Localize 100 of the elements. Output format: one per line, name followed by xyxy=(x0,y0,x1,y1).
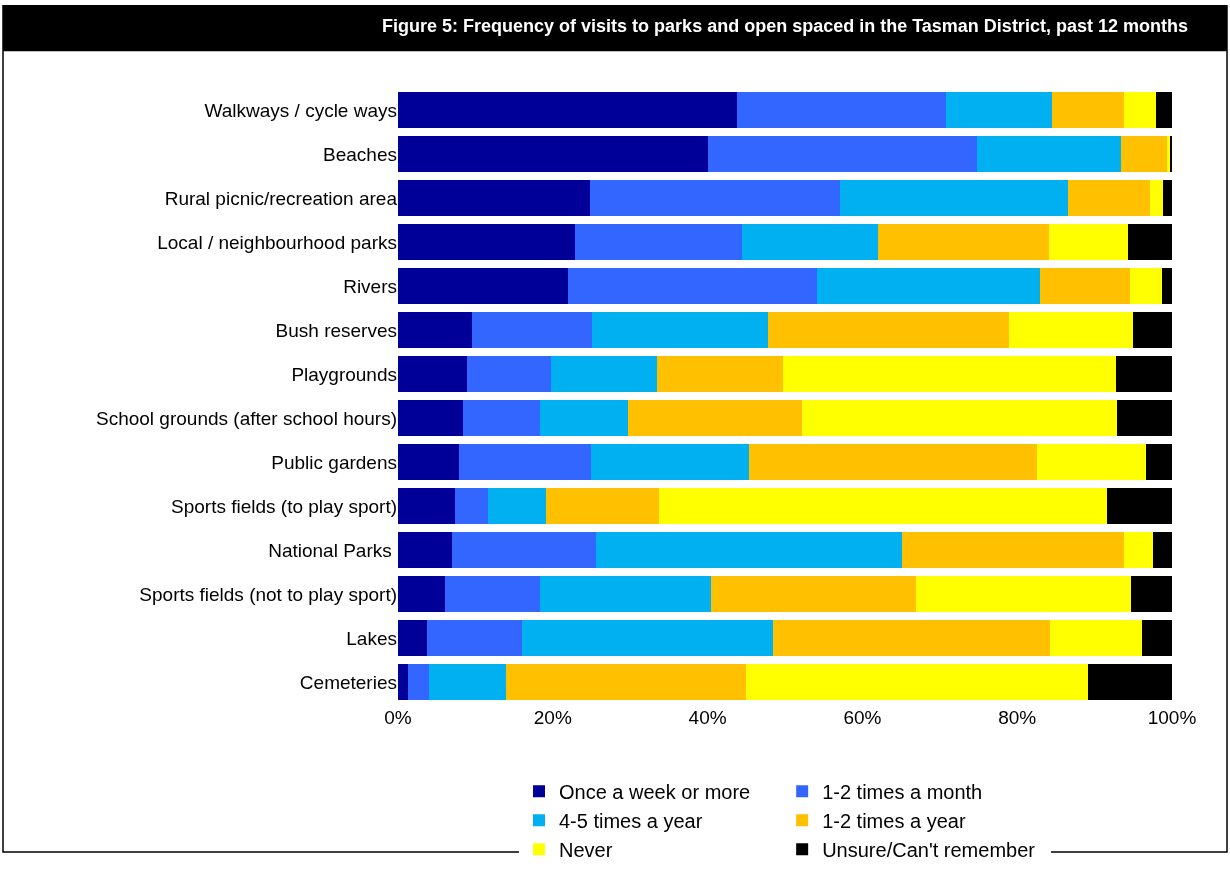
bar xyxy=(658,487,1107,525)
legend-label: 1-2 times a month xyxy=(822,780,983,803)
y-tick-label: Rivers xyxy=(343,275,397,297)
bar xyxy=(592,311,768,349)
bar xyxy=(589,179,840,217)
bar xyxy=(506,663,747,701)
bar xyxy=(1145,443,1172,481)
y-tick-label: Lakes xyxy=(346,627,397,649)
x-tick-label: 80% xyxy=(998,707,1037,728)
bar xyxy=(452,531,597,569)
bar xyxy=(627,399,803,437)
bar xyxy=(1048,223,1128,261)
bar xyxy=(590,443,749,481)
x-tick-label: 0% xyxy=(384,707,412,728)
bar xyxy=(1127,223,1172,261)
x-tick-label: 40% xyxy=(688,707,727,728)
bar xyxy=(1130,267,1162,305)
bar xyxy=(1068,179,1151,217)
y-tick-label: Sports fields (to play sport) xyxy=(171,495,397,517)
bar xyxy=(1155,91,1172,129)
bar xyxy=(1052,91,1125,129)
bar xyxy=(545,487,659,525)
bar xyxy=(708,135,977,173)
bar xyxy=(816,267,1040,305)
bar xyxy=(463,399,540,437)
x-tick-label: 20% xyxy=(533,707,572,728)
bar xyxy=(1133,311,1172,349)
bar xyxy=(521,619,773,657)
legend-label: 4-5 times a year xyxy=(559,809,703,832)
x-tick-label: 100% xyxy=(1147,707,1197,728)
bar xyxy=(398,443,460,481)
bar xyxy=(710,575,916,613)
bar xyxy=(737,91,946,129)
bar xyxy=(398,531,453,569)
bar xyxy=(408,663,429,701)
bar xyxy=(472,311,593,349)
bar xyxy=(398,267,569,305)
bar xyxy=(877,223,1049,261)
y-tick-label: Rural picnic/recreation area xyxy=(164,187,398,209)
bar xyxy=(1124,531,1153,569)
bar xyxy=(1117,399,1172,437)
bar xyxy=(802,399,1118,437)
bar xyxy=(551,355,658,393)
bar xyxy=(748,443,1038,481)
y-tick-label: Local / neighbourhood parks xyxy=(157,231,397,253)
legend-label: Never xyxy=(559,838,613,861)
y-tick-label: National Parks xyxy=(268,539,397,561)
bar xyxy=(398,91,738,129)
bar xyxy=(398,355,467,393)
bar xyxy=(398,619,427,657)
bar xyxy=(398,179,590,217)
bar xyxy=(657,355,783,393)
bar xyxy=(1037,443,1146,481)
bar xyxy=(575,223,742,261)
bar xyxy=(1039,267,1131,305)
bar xyxy=(398,135,709,173)
bar xyxy=(901,531,1125,569)
bar xyxy=(1130,575,1172,613)
bar xyxy=(1106,487,1172,525)
bar xyxy=(1049,619,1142,657)
bar xyxy=(455,487,488,525)
bar xyxy=(466,355,552,393)
bar xyxy=(782,355,1117,393)
bar xyxy=(568,267,817,305)
bar xyxy=(398,487,456,525)
bar xyxy=(539,399,628,437)
x-tick-label: 60% xyxy=(843,707,882,728)
bar xyxy=(1124,91,1156,129)
bar xyxy=(1008,311,1134,349)
bar xyxy=(772,619,1050,657)
bar xyxy=(1120,135,1168,173)
y-tick-label: Sports fields (not to play sport) xyxy=(139,583,397,605)
bar xyxy=(839,179,1069,217)
bar xyxy=(539,575,711,613)
bar xyxy=(1152,531,1172,569)
bar xyxy=(487,487,546,525)
legend-label: 1-2 times a year xyxy=(822,809,966,832)
bar xyxy=(915,575,1131,613)
y-tick-label: Cemeteries xyxy=(299,671,397,693)
y-tick-label: Walkways / cycle ways xyxy=(204,99,397,121)
bar xyxy=(1141,619,1172,657)
bar xyxy=(459,443,591,481)
bar xyxy=(445,575,540,613)
bar xyxy=(976,135,1121,173)
legend-label: Unsure/Can't remember xyxy=(822,838,1036,861)
bar xyxy=(1116,355,1172,393)
bar xyxy=(426,619,522,657)
bar xyxy=(945,91,1053,129)
bar xyxy=(596,531,902,569)
bar xyxy=(1161,267,1172,305)
bar xyxy=(398,575,446,613)
legend-label: Once a week or more xyxy=(559,780,751,803)
bar xyxy=(746,663,1088,701)
y-tick-label: School grounds (after school hours) xyxy=(96,407,397,429)
y-tick-label: Public gardens xyxy=(271,451,397,473)
bar xyxy=(398,223,576,261)
y-tick-label: Playgrounds xyxy=(291,363,397,385)
chart-title: Figure 5: Frequency of visits to parks and open spaced in the Tasman District, past 12 months xyxy=(382,16,1188,37)
bar xyxy=(741,223,878,261)
bar xyxy=(398,311,473,349)
